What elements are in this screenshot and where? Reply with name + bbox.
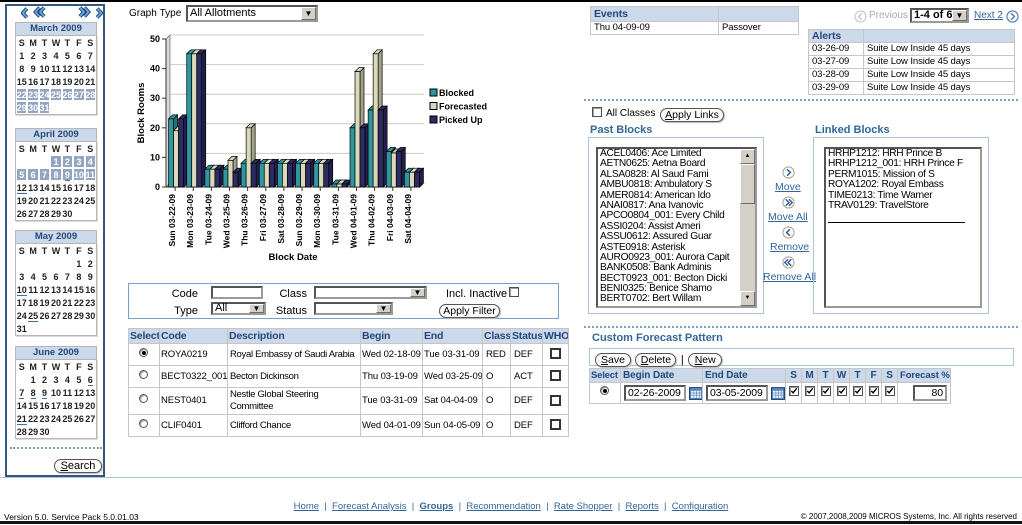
svg-text:Tue 03-31-09: Tue 03-31-09	[330, 194, 340, 245]
svg-text:Fri 04-03-09: Fri 04-03-09	[385, 194, 395, 242]
svg-text:Fri 03-27-09: Fri 03-27-09	[258, 194, 268, 242]
svg-text:Picked Up: Picked Up	[439, 115, 483, 125]
svg-text:Sat 04-04-09: Sat 04-04-09	[403, 194, 413, 244]
svg-text:Mon 03-30-09: Mon 03-30-09	[312, 194, 322, 248]
svg-text:Thu 03-26-09: Thu 03-26-09	[240, 194, 250, 246]
svg-text:0: 0	[155, 182, 160, 192]
svg-text:Mon 03-23-09: Mon 03-23-09	[185, 194, 195, 248]
svg-text:Blocked: Blocked	[439, 88, 474, 98]
svg-text:20: 20	[150, 123, 160, 133]
svg-text:Tue 03-24-09: Tue 03-24-09	[203, 194, 213, 245]
svg-text:Sun 03-29-09: Sun 03-29-09	[294, 194, 304, 247]
svg-text:30: 30	[150, 93, 160, 103]
svg-text:Wed 04-01-09: Wed 04-01-09	[349, 194, 359, 248]
svg-text:10: 10	[150, 152, 160, 162]
svg-text:Sun 03-22-09: Sun 03-22-09	[167, 194, 177, 247]
svg-text:50: 50	[150, 34, 160, 44]
svg-text:Sat 03-28-09: Sat 03-28-09	[276, 194, 286, 244]
svg-text:Wed 03-25-09: Wed 03-25-09	[222, 194, 232, 248]
svg-text:40: 40	[150, 64, 160, 74]
svg-text:Thu 04-02-09: Thu 04-02-09	[367, 194, 377, 246]
svg-text:Block Date: Block Date	[268, 252, 317, 263]
svg-text:Forecasted: Forecasted	[439, 102, 487, 112]
svg-text:Block Rooms: Block Rooms	[136, 83, 147, 144]
